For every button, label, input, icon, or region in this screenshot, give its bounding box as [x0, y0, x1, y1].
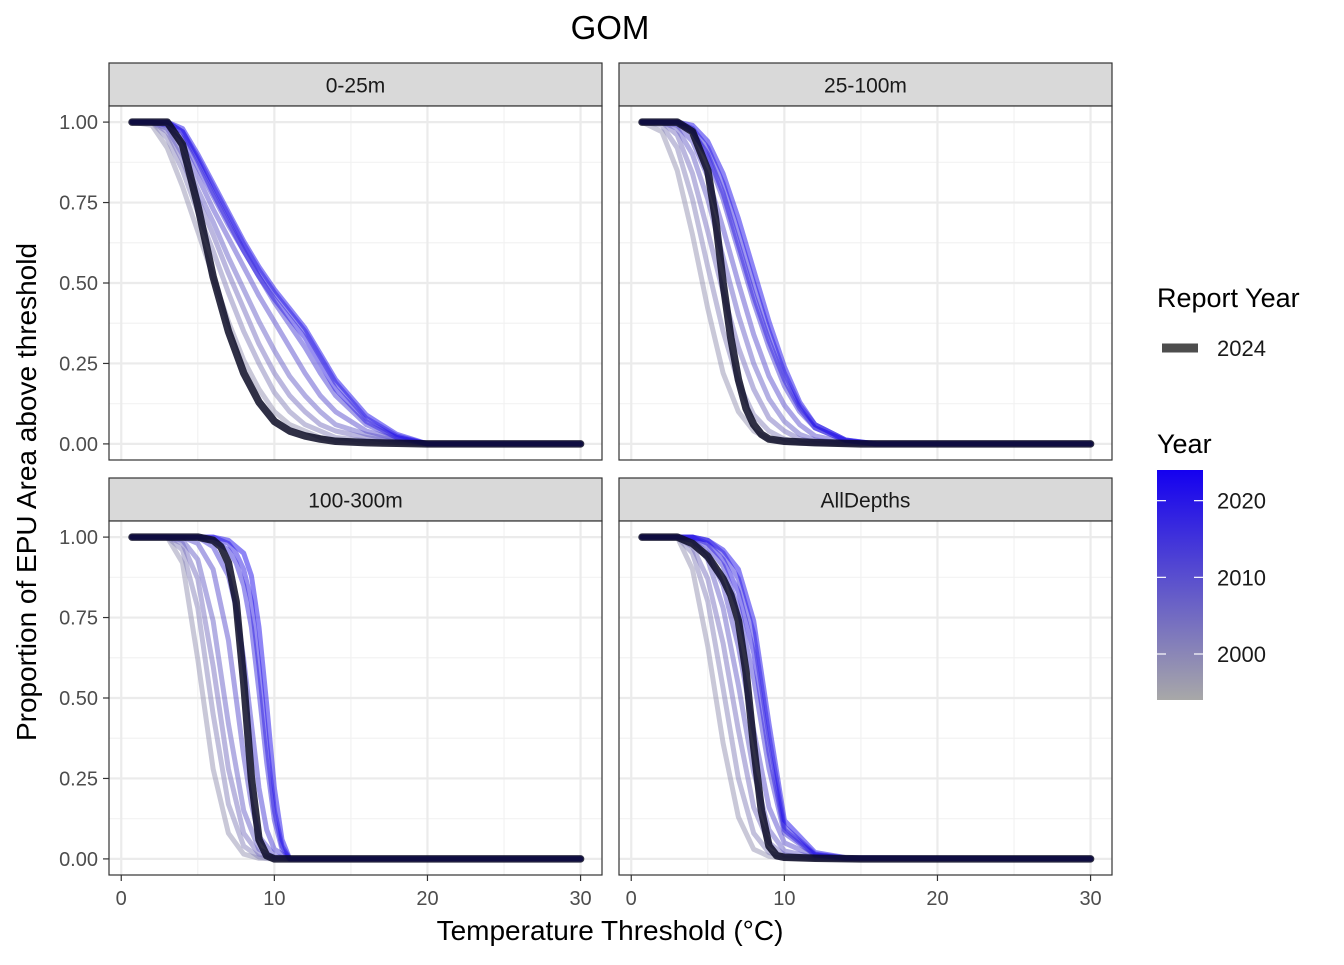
y-tick-label: 0.50 — [59, 273, 98, 295]
x-tick-label: 20 — [926, 888, 948, 910]
panels-layer: 0-25m 0.00 0.25 0.50 0.75 1.00 25-100m 100-300m… — [59, 62, 1113, 910]
panel-2: 100-300m 0.00 0.25 0.50 0.75 1.00 0 10 20 30 — [59, 477, 603, 910]
legend-year-colorbar — [1157, 470, 1203, 700]
facet-strip — [618, 62, 1113, 107]
panel-1: 25-100m — [618, 62, 1113, 461]
facet-strip-label: 100-300m — [308, 490, 403, 513]
facet-strip-label: 25-100m — [824, 75, 907, 98]
x-tick-label: 0 — [116, 888, 127, 910]
legend: Report Year 2024 Year 2000 2010 2020 — [1157, 283, 1300, 700]
y-tick-label: 0.75 — [59, 193, 98, 215]
x-axis-label: Temperature Threshold (°C) — [437, 915, 784, 946]
y-tick-label: 0.00 — [59, 434, 98, 456]
legend-report-year-label: 2024 — [1217, 336, 1266, 361]
facet-strip — [108, 477, 603, 522]
y-tick-label: 0.00 — [59, 849, 98, 871]
legend-year-title: Year — [1157, 429, 1212, 459]
x-tick-label: 30 — [569, 888, 591, 910]
series-line-report-year-2024 — [128, 533, 585, 863]
y-tick-label: 0.25 — [59, 353, 98, 375]
facet-strip — [108, 62, 603, 107]
legend-report-year-title: Report Year — [1157, 283, 1300, 313]
y-tick-label: 0.25 — [59, 768, 98, 790]
x-tick-label: 10 — [263, 888, 285, 910]
y-axis-label: Proportion of EPU Area above threshold — [11, 243, 42, 741]
facet-strip — [618, 477, 1113, 522]
x-tick-label: 0 — [626, 888, 637, 910]
y-tick-label: 1.00 — [59, 527, 98, 549]
facet-strip-label: 0-25m — [326, 75, 386, 98]
y-tick-label: 0.75 — [59, 608, 98, 630]
series-line-2007 — [129, 119, 584, 447]
y-tick-label: 1.00 — [59, 112, 98, 134]
series-line-2004 — [129, 119, 584, 447]
series-line-2022 — [639, 534, 1094, 862]
facet-strip-label: AllDepths — [821, 490, 911, 513]
x-tick-label: 20 — [416, 888, 438, 910]
series-line-2022 — [129, 119, 584, 447]
series-line-report-year-2024 — [638, 533, 1095, 863]
colorbar-tick-label: 2010 — [1217, 565, 1266, 590]
series-line-report-year-2024 — [128, 118, 585, 448]
colorbar-tick-label: 2020 — [1217, 489, 1266, 514]
panel-border — [618, 520, 1113, 876]
panel-0: 0-25m 0.00 0.25 0.50 0.75 1.00 — [59, 62, 603, 461]
legend-year-ticks: 2000 2010 2020 — [1157, 489, 1266, 667]
panel-3: AllDepths 0 10 20 30 — [618, 477, 1113, 910]
panel-border — [618, 105, 1113, 461]
colorbar-tick-label: 2000 — [1217, 642, 1266, 667]
series-line-report-year-2024 — [638, 118, 1095, 448]
chart-title: GOM — [571, 9, 650, 46]
x-tick-label: 30 — [1079, 888, 1101, 910]
x-tick-label: 10 — [773, 888, 795, 910]
y-tick-label: 0.50 — [59, 688, 98, 710]
